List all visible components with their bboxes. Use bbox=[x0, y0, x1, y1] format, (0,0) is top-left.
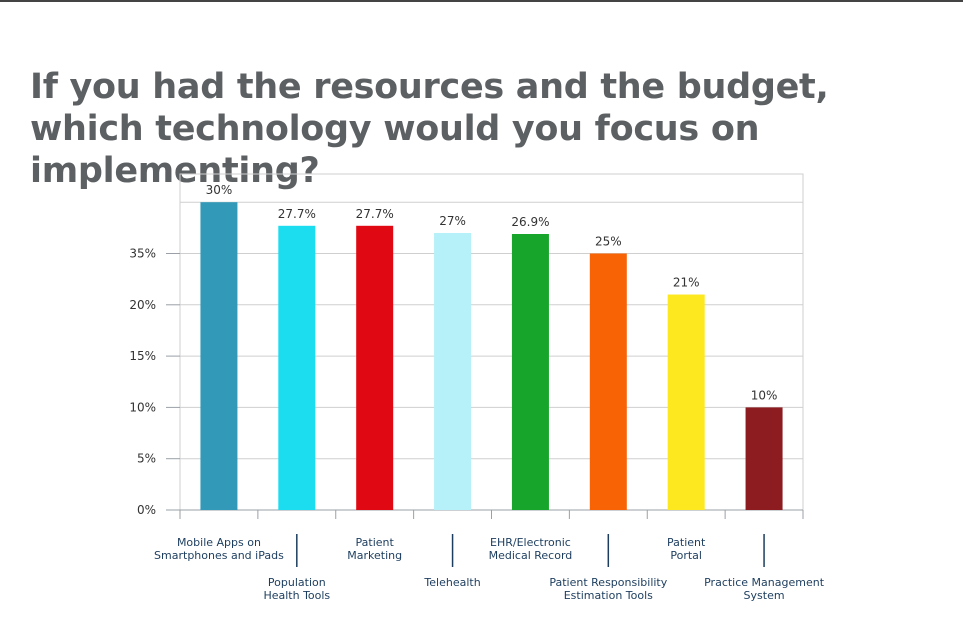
category-label: Population Health Tools bbox=[263, 576, 330, 602]
y-tick-label: 35% bbox=[129, 247, 156, 261]
y-tick-label: 5% bbox=[137, 452, 156, 466]
bar bbox=[278, 225, 316, 510]
data-label: 27.7% bbox=[356, 207, 394, 221]
category-label: Patient Marketing bbox=[347, 536, 402, 562]
data-label: 21% bbox=[673, 276, 700, 290]
page-title: If you had the resources and the budget,… bbox=[30, 67, 829, 191]
y-tick-label: 15% bbox=[129, 349, 156, 363]
category-label: Patient Portal bbox=[667, 536, 706, 562]
data-label: 26.9% bbox=[511, 215, 549, 229]
data-label: 25% bbox=[595, 235, 622, 249]
data-label: 27.7% bbox=[278, 207, 316, 221]
y-tick-label: 10% bbox=[129, 400, 156, 414]
bar bbox=[434, 232, 472, 511]
category-label: Practice Management System bbox=[704, 576, 825, 602]
data-label: 30% bbox=[206, 183, 233, 197]
data-label: 27% bbox=[439, 214, 466, 228]
y-tick-label: 0% bbox=[137, 503, 156, 517]
plot-frame bbox=[179, 173, 804, 511]
bar bbox=[667, 294, 705, 510]
bar bbox=[200, 202, 238, 510]
top-rule bbox=[0, 0, 963, 2]
bar bbox=[511, 234, 549, 511]
bar bbox=[745, 407, 783, 510]
y-tick-label: 20% bbox=[129, 298, 156, 312]
bar bbox=[356, 225, 394, 510]
data-label: 10% bbox=[751, 388, 778, 402]
category-label: Mobile Apps on Smartphones and iPads bbox=[154, 536, 284, 562]
bar bbox=[589, 253, 627, 510]
category-label: Patient Responsibility Estimation Tools bbox=[549, 576, 667, 602]
category-label: EHR/Electronic Medical Record bbox=[489, 536, 573, 562]
category-label: Telehealth bbox=[423, 576, 480, 589]
